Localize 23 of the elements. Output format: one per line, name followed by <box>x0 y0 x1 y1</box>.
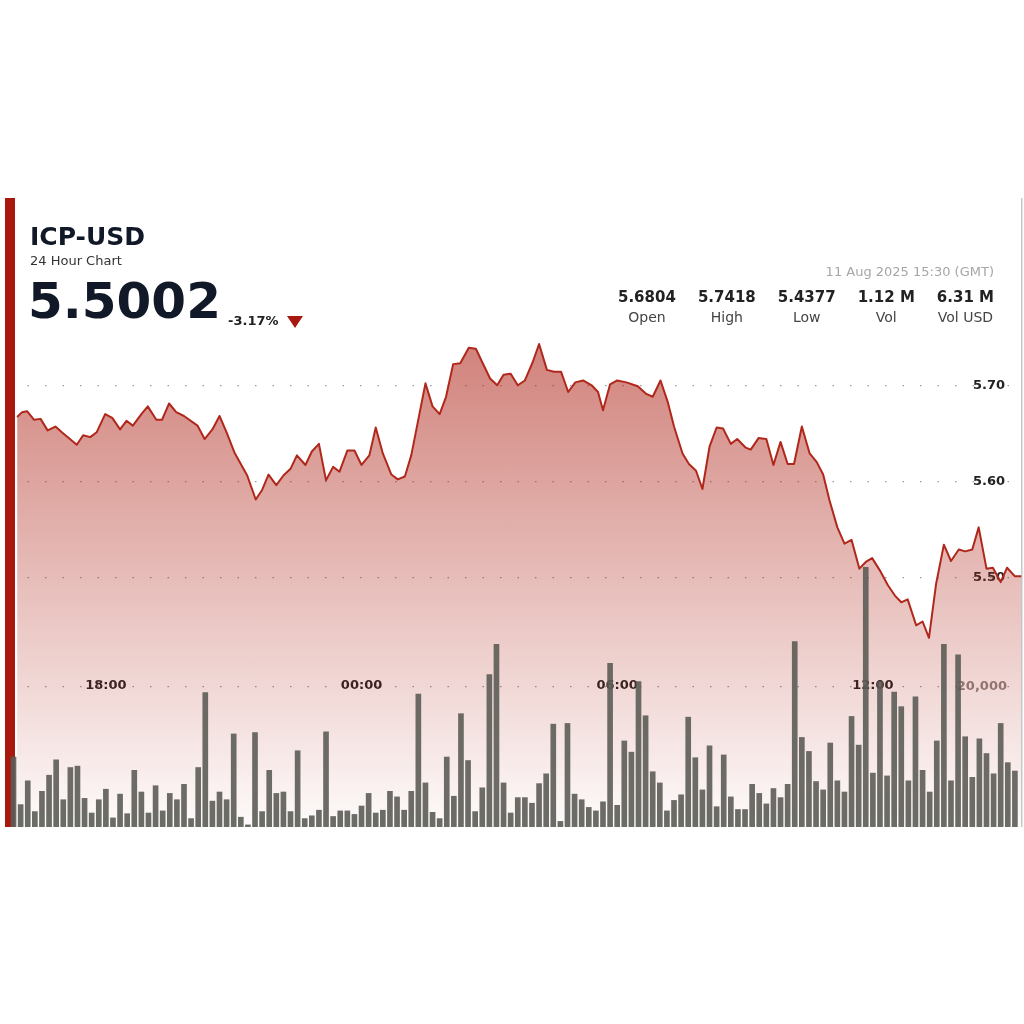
annotation: 5.7418 <box>697 288 756 306</box>
text: 24 Hour Chart <box>30 253 122 268</box>
annotation: 5.4377 <box>777 288 836 306</box>
y-tick-label: 5.60 <box>972 472 1005 488</box>
annotation: Low <box>791 309 822 325</box>
annotation: Vol USD <box>936 309 994 325</box>
annotation: 11 Aug 2025 15:30 (GMT) <box>825 264 994 279</box>
annotation: 5.6804 <box>617 288 676 306</box>
annotation: 1.12 M <box>857 288 915 306</box>
x-tick-label: 18:00 <box>85 677 127 693</box>
text: ICP-USD <box>30 222 145 251</box>
bar <box>436 818 443 827</box>
bar <box>223 799 230 827</box>
x-tick-label: 00:00 <box>340 677 383 693</box>
annotation: Vol <box>874 309 898 325</box>
annotation: -3.17% <box>228 313 279 328</box>
y-tick-label: 5.70 <box>972 376 1005 392</box>
annotation: 6.31 M <box>936 288 994 306</box>
annotation: 5.5002 <box>28 272 221 330</box>
annotation: Open <box>627 309 667 325</box>
bar <box>287 811 294 827</box>
bar <box>713 806 720 827</box>
annotation: High <box>709 309 744 325</box>
